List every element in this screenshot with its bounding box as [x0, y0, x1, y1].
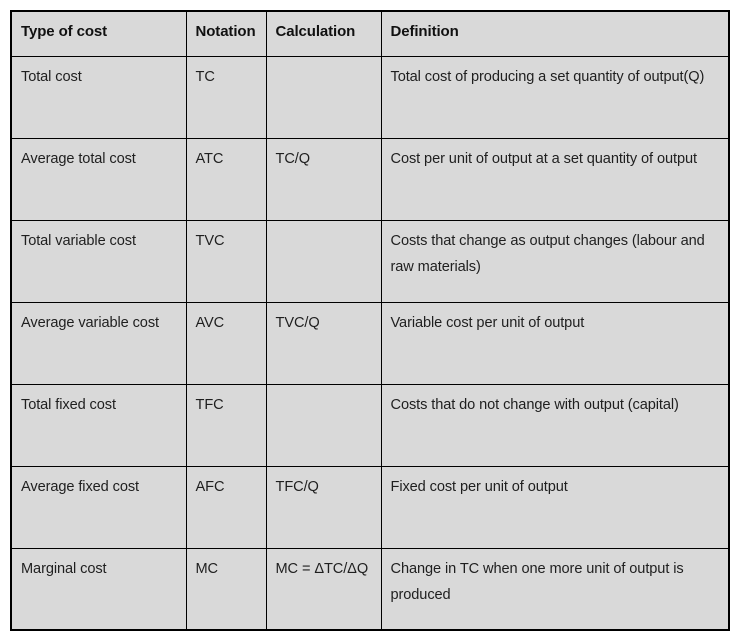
table-row: Total fixed cost TFC Costs that do not c…: [10, 383, 730, 467]
cell-definition: Costs that change as output changes (lab…: [380, 219, 730, 303]
header-cell-type-of-cost: Type of cost: [10, 10, 187, 57]
cell-calculation: [265, 383, 382, 467]
cell-definition: Change in TC when one more unit of outpu…: [380, 547, 730, 631]
cell-calculation: TFC/Q: [265, 465, 382, 549]
cell-definition: Costs that do not change with output (ca…: [380, 383, 730, 467]
cell-type: Total variable cost: [10, 219, 187, 303]
cell-definition: Total cost of producing a set quantity o…: [380, 55, 730, 139]
cost-definitions-table: Type of cost Notation Calculation Defini…: [10, 10, 730, 631]
cell-type: Average total cost: [10, 137, 187, 221]
table-row: Total cost TC Total cost of producing a …: [10, 55, 730, 139]
table-row: Average fixed cost AFC TFC/Q Fixed cost …: [10, 465, 730, 549]
cell-calculation: TC/Q: [265, 137, 382, 221]
table-row: Average total cost ATC TC/Q Cost per uni…: [10, 137, 730, 221]
table-row: Total variable cost TVC Costs that chang…: [10, 219, 730, 303]
cell-type: Total cost: [10, 55, 187, 139]
cell-calculation: TVC/Q: [265, 301, 382, 385]
cell-calculation: [265, 219, 382, 303]
cell-notation: ATC: [185, 137, 267, 221]
cell-definition: Cost per unit of output at a set quantit…: [380, 137, 730, 221]
cell-notation: AVC: [185, 301, 267, 385]
cell-definition: Fixed cost per unit of output: [380, 465, 730, 549]
cell-notation: AFC: [185, 465, 267, 549]
table-header-row: Type of cost Notation Calculation Defini…: [10, 10, 730, 57]
header-cell-definition: Definition: [380, 10, 730, 57]
cell-notation: TFC: [185, 383, 267, 467]
header-cell-notation: Notation: [185, 10, 267, 57]
cell-calculation: MC = ΔTC/ΔQ: [265, 547, 382, 631]
cell-definition: Variable cost per unit of output: [380, 301, 730, 385]
cell-type: Average fixed cost: [10, 465, 187, 549]
header-cell-calculation: Calculation: [265, 10, 382, 57]
cell-type: Total fixed cost: [10, 383, 187, 467]
cell-notation: TC: [185, 55, 267, 139]
cell-notation: MC: [185, 547, 267, 631]
table-row: Average variable cost AVC TVC/Q Variable…: [10, 301, 730, 385]
cell-type: Marginal cost: [10, 547, 187, 631]
table-row: Marginal cost MC MC = ΔTC/ΔQ Change in T…: [10, 547, 730, 631]
cell-notation: TVC: [185, 219, 267, 303]
cell-type: Average variable cost: [10, 301, 187, 385]
cell-calculation: [265, 55, 382, 139]
